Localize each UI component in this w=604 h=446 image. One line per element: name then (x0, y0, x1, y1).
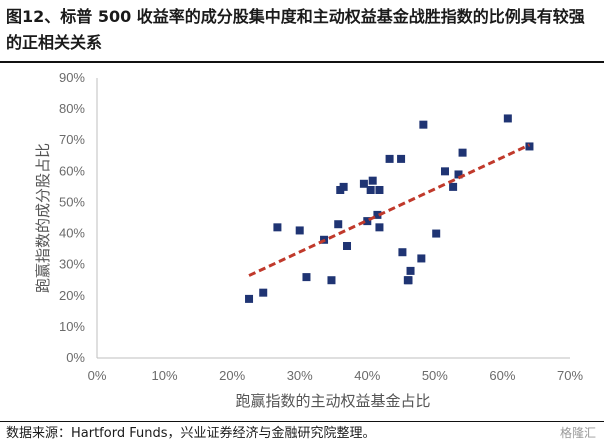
y-tick-label: 0% (66, 350, 85, 365)
data-point (375, 186, 384, 194)
tick-labels-group: 0% 10% 20% 30% 40% 50% 60% 70% 0% 10% 20% 30% 40% 50%… (59, 70, 583, 383)
data-point (458, 148, 467, 157)
footer-divider (0, 421, 604, 422)
x-tick-label: 40% (354, 368, 380, 383)
y-tick-label: 40% (59, 226, 85, 241)
data-point (440, 167, 449, 176)
x-tick-label: 60% (489, 368, 515, 383)
trendline (248, 143, 531, 277)
data-points-group (245, 114, 534, 303)
x-tick-label: 30% (287, 368, 313, 383)
x-tick-label: 20% (219, 368, 245, 383)
data-point (327, 276, 336, 285)
y-tick-label: 20% (59, 288, 85, 303)
x-tick-label: 0% (88, 368, 107, 383)
data-point (454, 170, 463, 179)
y-tick-label: 70% (59, 132, 85, 147)
y-axis-title: 跑赢指数的成分股占比 (34, 143, 52, 293)
data-point (343, 242, 352, 250)
title-divider (0, 61, 604, 63)
x-tick-label: 50% (422, 368, 448, 383)
data-point (417, 254, 426, 263)
x-axis-title: 跑赢指数的主动权益基金占比 (235, 392, 430, 410)
data-point (339, 182, 348, 191)
chart-title: 图12、标普 500 收益率的成分股集中度和主动权益基金战胜指数的比例具有较强的… (6, 7, 585, 52)
data-point (259, 288, 268, 297)
y-tick-label: 30% (59, 257, 85, 272)
x-tick-label: 70% (557, 368, 583, 383)
y-tick-label: 60% (59, 163, 85, 178)
watermark: 格隆汇 (559, 426, 596, 440)
data-point (375, 223, 384, 232)
data-point (368, 176, 377, 185)
data-point (302, 273, 311, 282)
axes-group (96, 78, 570, 359)
data-point (363, 217, 372, 226)
y-tick-label: 90% (59, 70, 85, 85)
data-point (273, 223, 282, 232)
data-point (334, 220, 343, 229)
data-point (419, 120, 428, 129)
x-tick-label: 10% (152, 368, 178, 383)
data-point (406, 266, 415, 275)
y-tick-label: 10% (59, 319, 85, 334)
trendline-group (248, 143, 531, 277)
data-point (449, 182, 458, 191)
y-tick-label: 80% (59, 101, 85, 116)
data-point (373, 210, 382, 219)
data-point (404, 276, 413, 285)
data-point (366, 186, 375, 194)
data-point (295, 226, 304, 235)
source-note: 数据来源：Hartford Funds，兴业证券经济与金融研究院整理。 (6, 426, 376, 441)
scatter-chart: 0% 10% 20% 30% 40% 50% 60% 70% 0% 10% 20% 30% 40% 50%… (34, 70, 583, 410)
y-tick-label: 50% (59, 194, 85, 209)
data-point (397, 154, 406, 163)
data-point (503, 114, 512, 123)
data-point (359, 179, 368, 188)
data-point (385, 154, 394, 163)
data-point (398, 248, 407, 257)
data-point (432, 229, 441, 238)
data-point (245, 294, 254, 303)
